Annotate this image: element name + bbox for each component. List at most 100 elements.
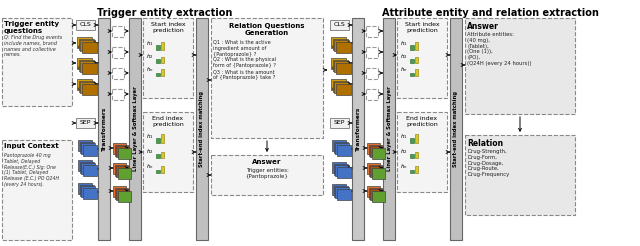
Text: SEP: SEP xyxy=(80,121,91,125)
Text: $x_n$: $x_n$ xyxy=(81,189,89,197)
Bar xyxy=(333,185,348,197)
Text: $h_{n,t}$: $h_{n,t}$ xyxy=(115,191,127,199)
Bar xyxy=(115,165,127,175)
Bar xyxy=(415,57,418,63)
Bar xyxy=(161,69,164,76)
Text: $q_{1,1}$: $q_{1,1}$ xyxy=(77,43,91,51)
Bar xyxy=(116,166,129,177)
Bar xyxy=(156,154,159,158)
Bar xyxy=(383,18,395,240)
Bar xyxy=(156,73,159,76)
Bar xyxy=(370,166,383,177)
Text: Start index
prediction: Start index prediction xyxy=(404,22,439,33)
Text: $x_n$: $x_n$ xyxy=(335,190,343,198)
Bar xyxy=(116,189,129,200)
Bar xyxy=(366,26,378,37)
Bar xyxy=(112,89,124,100)
Bar xyxy=(143,18,193,98)
Bar xyxy=(80,61,95,72)
Bar xyxy=(211,155,323,195)
Bar xyxy=(81,42,97,52)
Text: Answer: Answer xyxy=(252,159,282,165)
Bar xyxy=(410,73,413,76)
Text: $h_n$: $h_n$ xyxy=(400,65,408,75)
Bar xyxy=(371,168,385,179)
Text: $h_1$: $h_1$ xyxy=(146,40,154,48)
Text: $x_1$: $x_1$ xyxy=(335,146,343,154)
Bar xyxy=(333,141,348,153)
Bar xyxy=(2,18,72,106)
Text: Drug-Strength,
Drug-Form,
Drug-Dosage,
Drug-Route,
Drug-Frequency: Drug-Strength, Drug-Form, Drug-Dosage, D… xyxy=(467,149,509,177)
Bar xyxy=(98,18,110,240)
Bar xyxy=(156,170,159,173)
Bar xyxy=(83,144,97,155)
Bar xyxy=(370,189,383,200)
Text: $q_{m,1}$: $q_{m,1}$ xyxy=(77,85,92,93)
Bar xyxy=(2,140,72,240)
Bar xyxy=(334,61,349,72)
Bar xyxy=(410,170,413,173)
Bar xyxy=(78,140,92,151)
Text: Answer: Answer xyxy=(467,22,499,31)
Bar xyxy=(397,18,447,98)
Text: End index
prediction: End index prediction xyxy=(152,116,184,127)
Text: Liner Layer & Softmax Layer: Liner Layer & Softmax Layer xyxy=(132,87,138,171)
Bar xyxy=(335,83,351,94)
Bar xyxy=(161,166,164,173)
Text: $q_{2,a}$: $q_{2,a}$ xyxy=(332,64,345,72)
Bar xyxy=(337,144,351,155)
Bar xyxy=(371,190,385,201)
Text: Trigger entity extraction: Trigger entity extraction xyxy=(97,8,233,18)
Text: $h_2$: $h_2$ xyxy=(400,148,408,156)
Bar xyxy=(79,80,93,92)
Text: Relation: Relation xyxy=(467,139,503,148)
Text: $h_n$: $h_n$ xyxy=(146,163,154,171)
Bar xyxy=(81,83,97,94)
Bar xyxy=(161,134,164,143)
Bar xyxy=(366,89,378,100)
Bar xyxy=(79,60,93,71)
Bar xyxy=(83,187,97,199)
Bar xyxy=(143,112,193,192)
Bar xyxy=(335,143,349,154)
Bar xyxy=(367,143,380,154)
Text: $h_{n,a}$: $h_{n,a}$ xyxy=(369,191,381,199)
Bar xyxy=(112,68,124,79)
Text: Transformers: Transformers xyxy=(355,107,360,151)
Text: Pantoprazole 40 mg
Tablet, Delayed
Release(E.C.) Sig: One
(1) Tablet, Delayed
Re: Pantoprazole 40 mg Tablet, Delayed Relea… xyxy=(4,153,59,187)
Text: $h_{2,t}$: $h_{2,t}$ xyxy=(115,168,127,176)
Bar xyxy=(330,20,349,30)
Bar xyxy=(113,163,126,174)
Bar xyxy=(211,18,323,138)
Bar xyxy=(333,80,348,92)
Bar xyxy=(371,148,385,158)
Text: $x_1$: $x_1$ xyxy=(81,146,89,154)
Bar xyxy=(196,18,208,240)
Text: $h_n$: $h_n$ xyxy=(146,65,154,75)
Bar xyxy=(118,168,131,179)
Text: Relation Questions
Generation: Relation Questions Generation xyxy=(229,23,305,36)
Bar xyxy=(415,69,418,76)
Text: Liner Layer & Softmax Layer: Liner Layer & Softmax Layer xyxy=(387,87,392,171)
Text: $h_{2,a}$: $h_{2,a}$ xyxy=(369,168,381,176)
Bar xyxy=(76,118,95,128)
Text: Input Context: Input Context xyxy=(4,143,59,149)
Text: CLS: CLS xyxy=(333,22,346,28)
Bar xyxy=(367,163,380,174)
Bar xyxy=(332,184,346,195)
Bar xyxy=(335,187,349,198)
Text: $h_1$: $h_1$ xyxy=(146,133,154,141)
Bar xyxy=(330,118,349,128)
Bar xyxy=(410,154,413,158)
Bar xyxy=(334,82,349,93)
Text: Trigger entities:
{Pantoprazole}: Trigger entities: {Pantoprazole} xyxy=(246,168,289,179)
Text: Attribute entity and relation extraction: Attribute entity and relation extraction xyxy=(381,8,598,18)
Bar xyxy=(113,186,126,197)
Text: SEP: SEP xyxy=(334,121,345,125)
Bar xyxy=(77,79,92,90)
Bar xyxy=(415,42,418,50)
Text: Q1 : What is the active
ingredient amount of
{Pantoprazole} ?
Q2 : What is the p: Q1 : What is the active ingredient amoun… xyxy=(213,40,276,80)
Bar xyxy=(465,18,575,114)
Bar xyxy=(161,152,164,158)
Bar xyxy=(367,186,380,197)
